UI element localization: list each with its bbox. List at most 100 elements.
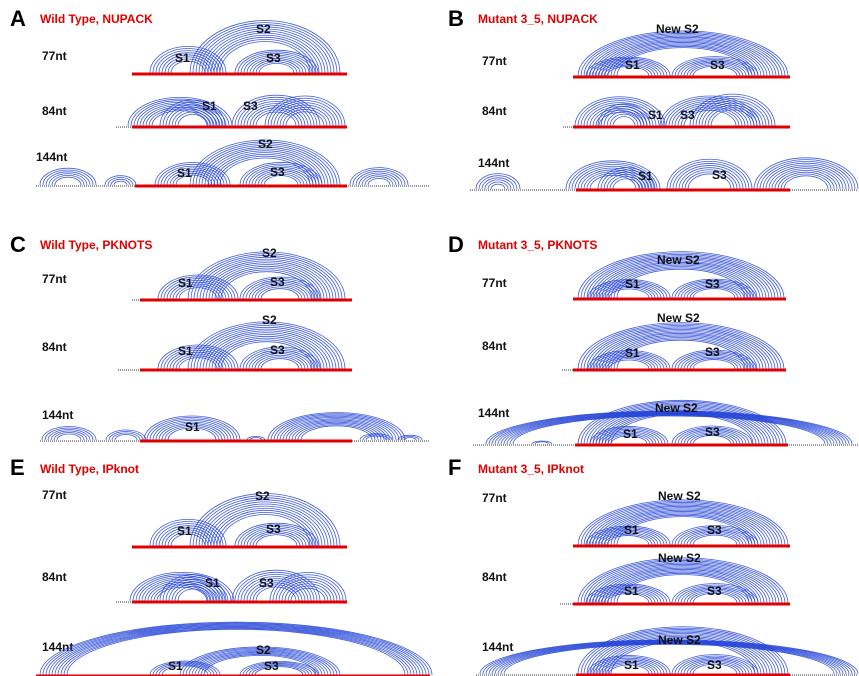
arc bbox=[56, 433, 82, 441]
arc bbox=[680, 587, 750, 604]
arc bbox=[591, 59, 665, 77]
arc bbox=[147, 581, 217, 602]
stem-label-s1: S1 bbox=[205, 576, 220, 590]
arc bbox=[675, 165, 744, 190]
arc bbox=[689, 662, 741, 675]
arc bbox=[613, 267, 749, 299]
arc bbox=[612, 116, 636, 127]
arc bbox=[270, 100, 340, 127]
arc bbox=[583, 171, 643, 190]
arc bbox=[166, 169, 219, 186]
arc bbox=[269, 572, 347, 602]
arc bbox=[608, 664, 650, 675]
panel-title-a: Wild Type, NUPACK bbox=[40, 12, 153, 26]
arc bbox=[595, 507, 771, 546]
arc bbox=[512, 415, 826, 445]
arc bbox=[66, 628, 406, 676]
arc bbox=[771, 168, 841, 190]
arc bbox=[484, 179, 512, 190]
arc bbox=[160, 276, 236, 300]
arc bbox=[63, 628, 409, 676]
arc bbox=[254, 170, 308, 186]
arc bbox=[596, 659, 662, 675]
panel-letter-e: E bbox=[10, 455, 25, 480]
arc bbox=[692, 592, 738, 604]
arc bbox=[202, 330, 331, 370]
arc bbox=[243, 527, 310, 547]
arc bbox=[616, 47, 750, 77]
arc bbox=[500, 413, 838, 445]
arc bbox=[251, 353, 309, 370]
arc bbox=[210, 507, 320, 547]
arc bbox=[170, 60, 206, 74]
arc bbox=[220, 341, 313, 370]
arc bbox=[602, 285, 656, 299]
arc bbox=[479, 639, 859, 675]
stem-label-s3: S3 bbox=[264, 659, 279, 673]
panel-letter-c: C bbox=[10, 232, 26, 257]
arc bbox=[355, 170, 403, 186]
arc bbox=[290, 587, 326, 602]
arc bbox=[595, 259, 767, 299]
stem-label-s1: S1 bbox=[177, 524, 192, 538]
arc bbox=[568, 162, 658, 190]
arc bbox=[591, 586, 665, 604]
arc bbox=[577, 322, 785, 370]
arc bbox=[239, 162, 323, 186]
arc bbox=[252, 59, 301, 74]
stem-label-s2: S2 bbox=[256, 22, 271, 36]
arc bbox=[151, 110, 209, 127]
arc bbox=[665, 99, 755, 127]
arc bbox=[669, 160, 750, 190]
stem-label-new-s2: New S2 bbox=[658, 489, 701, 503]
arc bbox=[146, 417, 238, 441]
arc bbox=[671, 654, 759, 675]
arc bbox=[531, 440, 553, 445]
arc bbox=[603, 171, 650, 190]
arc bbox=[695, 98, 770, 127]
arc bbox=[503, 643, 835, 675]
length-label-f-77: 77nt bbox=[482, 491, 507, 505]
arc bbox=[195, 497, 335, 547]
arc bbox=[586, 34, 780, 77]
arc bbox=[44, 427, 94, 441]
arc bbox=[403, 437, 417, 441]
arc bbox=[674, 526, 756, 546]
arc bbox=[586, 255, 776, 299]
arc bbox=[571, 164, 655, 190]
arc bbox=[248, 351, 312, 370]
arc bbox=[671, 102, 749, 127]
arc bbox=[608, 359, 650, 370]
arc bbox=[130, 98, 230, 127]
arc bbox=[279, 106, 331, 127]
arc bbox=[593, 352, 665, 370]
length-label-d-77: 77nt bbox=[482, 276, 507, 290]
arc bbox=[207, 505, 323, 547]
arc bbox=[587, 350, 671, 370]
arc bbox=[605, 358, 653, 370]
arc bbox=[245, 279, 315, 300]
arc bbox=[677, 656, 753, 675]
arc bbox=[593, 657, 665, 675]
arc bbox=[242, 348, 318, 370]
arc bbox=[237, 574, 315, 602]
arc bbox=[674, 351, 754, 370]
arc bbox=[281, 581, 335, 602]
arc bbox=[605, 287, 653, 299]
arc bbox=[500, 643, 838, 675]
length-label-f-84: 84nt bbox=[482, 570, 507, 584]
arc bbox=[680, 429, 744, 445]
arc bbox=[686, 285, 742, 299]
arc bbox=[594, 60, 662, 77]
stem-label-s1: S1 bbox=[638, 169, 653, 183]
arc bbox=[182, 647, 338, 676]
arc bbox=[577, 251, 785, 299]
arc bbox=[51, 175, 85, 186]
arc bbox=[609, 113, 639, 127]
arc bbox=[580, 100, 660, 127]
arc bbox=[187, 321, 346, 370]
arc bbox=[254, 666, 304, 676]
stem-label-s2: S2 bbox=[258, 137, 273, 151]
arc bbox=[589, 562, 777, 604]
arc bbox=[585, 56, 671, 77]
